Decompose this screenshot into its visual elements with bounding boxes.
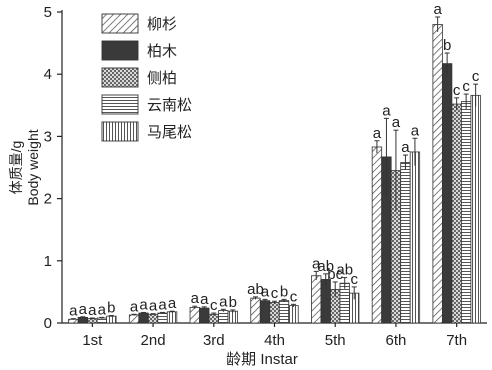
legend-label: 柳杉 — [147, 15, 177, 33]
y-axis-title-line: 体质量/g — [8, 141, 24, 195]
significance-letter: a — [382, 102, 391, 119]
legend-label: 侧柏 — [147, 69, 177, 87]
significance-letter: c — [271, 285, 279, 302]
significance-letter: ab — [247, 281, 264, 298]
significance-letter: a — [261, 283, 270, 300]
bar — [189, 307, 200, 324]
x-tick-label: 4th — [264, 332, 285, 349]
legend-label: 云南松 — [147, 96, 192, 114]
x-tick-label: 3rd — [203, 332, 225, 349]
bar — [106, 315, 117, 324]
bar — [199, 307, 210, 324]
tick-labels: 0 1 2 3 4 5 1st 2nd 3rd 4th 5th 6th 7th — [44, 4, 467, 349]
bar — [269, 302, 280, 324]
y-tick-label: 4 — [44, 66, 52, 83]
significance-letter: a — [139, 296, 148, 313]
significance-letter: b — [443, 37, 451, 54]
significance-letter: bc — [327, 266, 343, 283]
significance-letter: a — [191, 290, 200, 307]
x-tick-label: 1st — [82, 332, 103, 349]
significance-letter: a — [79, 301, 88, 318]
bar — [339, 282, 350, 324]
y-tick-label: 0 — [44, 315, 52, 332]
significance-letter: a — [312, 255, 321, 272]
significance-letter: ab — [317, 258, 334, 275]
x-axis-title: 龄期 Instar — [226, 351, 298, 368]
bar — [278, 300, 290, 324]
y-tick-label: 3 — [44, 128, 52, 145]
legend-swatch — [101, 13, 139, 34]
bar — [87, 318, 98, 324]
significance-letter: c — [350, 271, 358, 288]
bars — [68, 16, 481, 324]
legend-swatch — [101, 67, 139, 88]
legend-swatch — [101, 121, 139, 142]
bar — [218, 310, 229, 324]
bar — [138, 312, 149, 324]
bar — [147, 313, 159, 324]
legend-label: 柏木 — [147, 42, 177, 60]
significance-letter: c — [210, 297, 218, 314]
significance-letter: c — [472, 68, 480, 85]
significance-letter: b — [280, 283, 288, 300]
y-tick-label: 1 — [44, 253, 52, 270]
legend-label: 马尾松 — [147, 123, 192, 141]
significance-letter: a — [373, 125, 382, 142]
bar — [409, 151, 421, 324]
bar — [259, 300, 271, 324]
significance-letter: b — [229, 294, 237, 311]
significance-letter: a — [433, 1, 442, 18]
significance-letter: a — [149, 298, 158, 315]
significance-letter: a — [69, 303, 78, 320]
x-tick-label: 2nd — [141, 332, 166, 349]
legend-swatch — [101, 40, 139, 61]
bar — [96, 317, 108, 324]
bar — [470, 94, 481, 324]
significance-letter: b — [107, 300, 115, 317]
bar — [460, 101, 472, 324]
significance-letter: a — [392, 114, 401, 131]
x-tick-label: 5th — [325, 332, 346, 349]
bar — [208, 313, 219, 324]
bar — [441, 63, 453, 324]
significance-letter: c — [453, 82, 461, 99]
x-tick-label: 7th — [446, 332, 467, 349]
y-axis-title-line: Body weight — [25, 129, 41, 205]
significance-letter: a — [411, 122, 420, 139]
significance-letter: ab — [336, 262, 353, 279]
bar — [157, 312, 168, 324]
bar — [250, 297, 261, 324]
bar — [320, 279, 331, 324]
y-tick-label: 2 — [44, 191, 52, 208]
bar — [227, 310, 238, 324]
significance-letter: c — [290, 288, 298, 305]
bar — [288, 305, 299, 324]
significance-letter: a — [200, 291, 209, 308]
significance-letter: a — [168, 295, 177, 312]
y-tick-label: 5 — [44, 4, 52, 21]
bar — [400, 162, 411, 324]
bar — [432, 24, 443, 324]
significance-letter: a — [130, 298, 139, 315]
significance-letter: a — [158, 296, 167, 313]
bar — [128, 314, 140, 324]
bar — [77, 317, 89, 324]
significance-letter: a — [219, 293, 228, 310]
significance-letter: a — [88, 302, 97, 319]
bar — [451, 103, 462, 324]
legend-swatch — [101, 94, 139, 115]
bar — [166, 311, 178, 324]
x-tick-label: 6th — [385, 332, 406, 349]
bar — [371, 146, 383, 324]
significance-letter: c — [462, 78, 470, 95]
significance-letter: a — [401, 139, 410, 156]
significance-letter: a — [98, 301, 107, 318]
bar — [311, 275, 322, 324]
y-axis-title: 体质量/g Body weight — [8, 129, 41, 205]
